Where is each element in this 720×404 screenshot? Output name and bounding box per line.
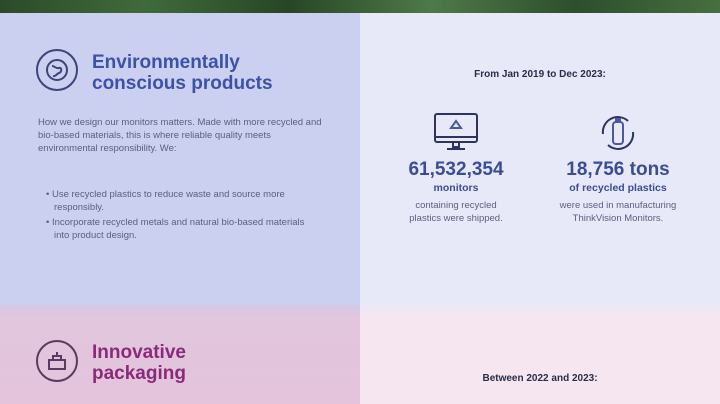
plastics-desc: were used in manufacturing ThinkVision M…	[559, 200, 677, 224]
stats-range: From Jan 2019 to Dec 2023:	[474, 69, 606, 80]
monitors-desc: containing recycled plastics were shippe…	[409, 200, 503, 224]
environment-intro: How we design our monitors matters. Made…	[38, 117, 322, 154]
environment-title-line1: Environmentally	[92, 52, 240, 73]
packaging-title-line2: packaging	[92, 363, 186, 384]
environment-title-line2: conscious products	[92, 73, 273, 94]
bullet-item: Use recycled plastics to reduce waste an…	[46, 188, 316, 214]
bullet-item: Incorporate recycled metals and natural …	[46, 216, 316, 242]
monitors-value: 61,532,354	[408, 159, 504, 180]
stats-panel	[360, 13, 720, 305]
plastics-unit: of recycled plastics	[569, 182, 667, 194]
monitor-recycle-icon	[434, 113, 478, 150]
monitors-unit: monitors	[433, 182, 479, 194]
packaging-range: Between 2022 and 2023:	[482, 373, 598, 384]
packaging-stats-panel	[360, 305, 720, 404]
bottle-recycle-icon	[601, 116, 635, 150]
environment-bullets: Use recycled plastics to reduce waste an…	[46, 188, 316, 244]
globe-leaf-icon	[36, 49, 78, 91]
forest-banner-image	[0, 0, 720, 13]
plastics-value: 18,756 tons	[566, 159, 670, 180]
packaging-title-line1: Innovative	[92, 342, 186, 363]
package-icon	[36, 340, 78, 382]
